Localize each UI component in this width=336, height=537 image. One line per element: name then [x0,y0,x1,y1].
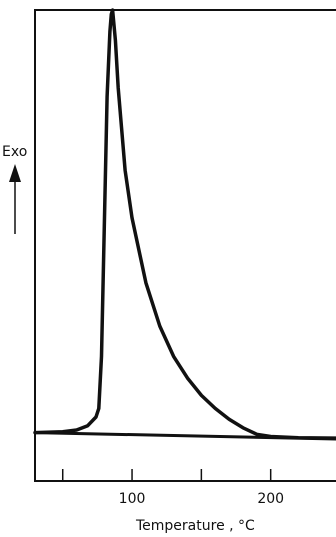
x-tick-label: 200 [257,491,284,507]
plot-frame [34,9,336,482]
y-axis-label: Exo [2,144,27,160]
x-tick-label: 100 [119,491,146,507]
exotherm-curve [33,8,336,440]
x-tick-labels: 100 200 [119,491,284,507]
x-axis-label: Temperature , °C [135,518,255,534]
y-axis-arrow [9,164,21,234]
x-axis-ticks [61,469,272,481]
